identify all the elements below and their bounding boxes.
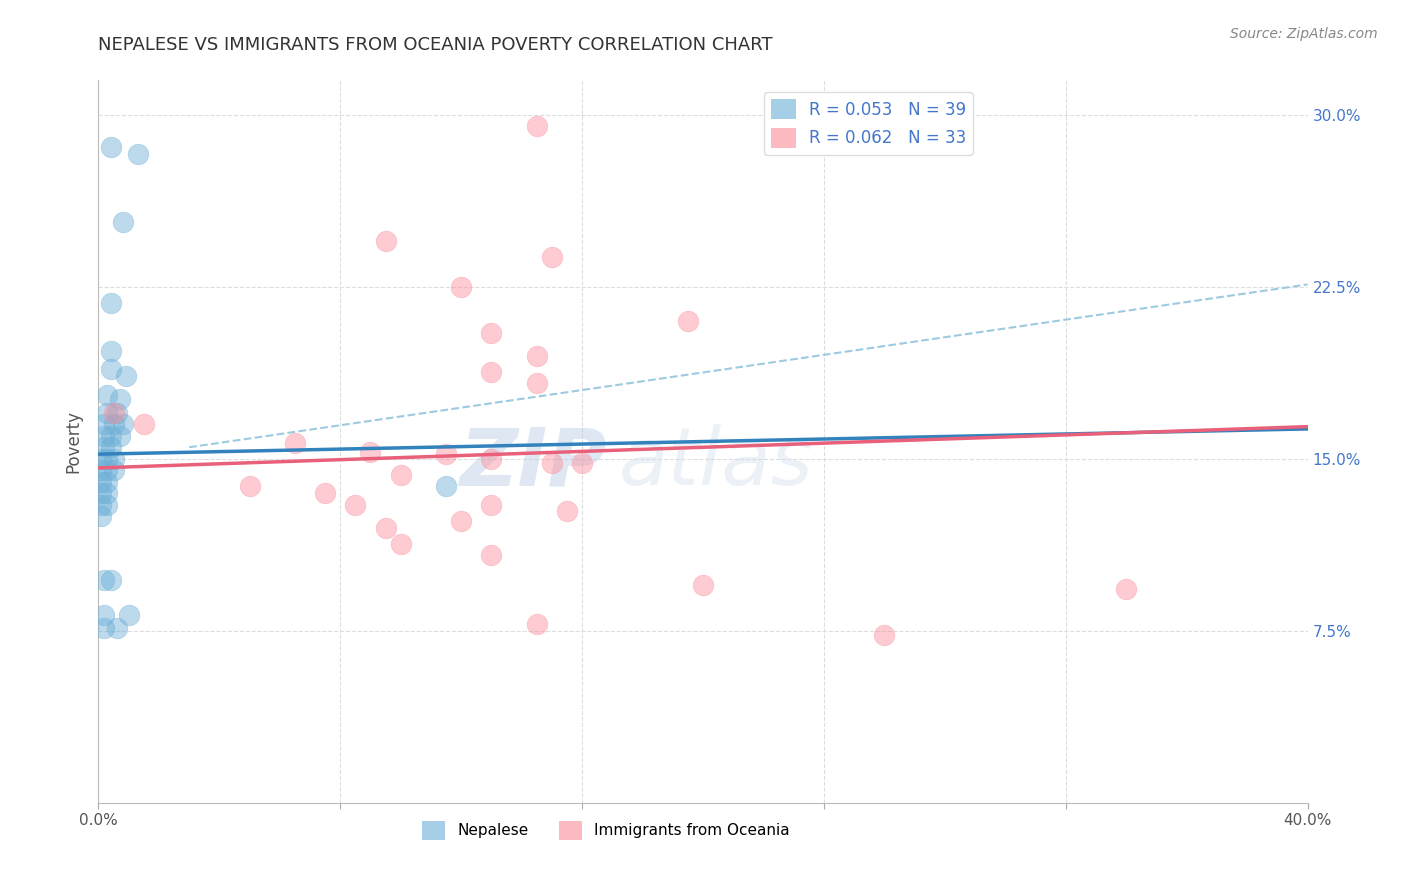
Point <box>96 486 118 500</box>
Point <box>90 498 112 512</box>
Point <box>93 417 115 432</box>
Point <box>90 509 112 524</box>
Legend: Nepalese, Immigrants from Oceania: Nepalese, Immigrants from Oceania <box>416 815 796 846</box>
Point <box>105 622 128 636</box>
Point <box>103 406 125 420</box>
Point <box>127 146 149 161</box>
Point <box>96 475 118 489</box>
Point <box>103 417 125 432</box>
Point <box>90 475 112 489</box>
Y-axis label: Poverty: Poverty <box>65 410 83 473</box>
Point <box>90 486 112 500</box>
Point <box>105 406 128 420</box>
Point <box>100 429 122 443</box>
Point <box>96 463 118 477</box>
Text: atlas: atlas <box>619 425 813 502</box>
Text: ZIP: ZIP <box>458 425 606 502</box>
Point <box>114 369 136 384</box>
Point <box>100 140 122 154</box>
Point <box>481 548 503 562</box>
Point <box>540 456 562 470</box>
Point <box>434 479 457 493</box>
Point <box>526 616 548 631</box>
Point <box>434 447 457 461</box>
Point <box>450 279 472 293</box>
Point <box>239 479 262 493</box>
Point <box>90 451 112 466</box>
Point <box>96 406 118 420</box>
Point <box>555 504 578 518</box>
Point <box>100 362 122 376</box>
Point <box>103 463 125 477</box>
Point <box>526 376 548 390</box>
Point <box>96 498 118 512</box>
Text: Source: ZipAtlas.com: Source: ZipAtlas.com <box>1230 27 1378 41</box>
Point <box>93 574 115 588</box>
Point <box>100 343 122 358</box>
Point <box>1115 582 1137 597</box>
Point <box>111 215 134 229</box>
Point <box>571 456 593 470</box>
Point <box>481 451 503 466</box>
Point <box>344 498 367 512</box>
Text: NEPALESE VS IMMIGRANTS FROM OCEANIA POVERTY CORRELATION CHART: NEPALESE VS IMMIGRANTS FROM OCEANIA POVE… <box>98 36 773 54</box>
Point <box>103 451 125 466</box>
Point <box>93 607 115 622</box>
Point <box>692 578 714 592</box>
Point <box>481 365 503 379</box>
Point <box>526 349 548 363</box>
Point <box>96 387 118 401</box>
Point <box>389 536 412 550</box>
Point <box>374 520 396 534</box>
Point <box>374 234 396 248</box>
Point <box>481 498 503 512</box>
Point <box>108 392 131 406</box>
Point <box>132 417 155 432</box>
Point <box>676 314 699 328</box>
Point <box>93 429 115 443</box>
Point <box>93 622 115 636</box>
Point <box>360 445 382 459</box>
Point <box>93 440 115 454</box>
Point <box>540 250 562 264</box>
Point <box>873 628 896 642</box>
Point <box>284 435 307 450</box>
Point <box>526 119 548 133</box>
Point <box>111 417 134 432</box>
Point <box>90 463 112 477</box>
Point <box>100 440 122 454</box>
Point <box>118 607 141 622</box>
Point <box>108 429 131 443</box>
Point <box>481 326 503 340</box>
Point <box>450 514 472 528</box>
Point <box>100 295 122 310</box>
Point <box>100 574 122 588</box>
Point <box>389 467 412 482</box>
Point <box>96 451 118 466</box>
Point <box>314 486 336 500</box>
